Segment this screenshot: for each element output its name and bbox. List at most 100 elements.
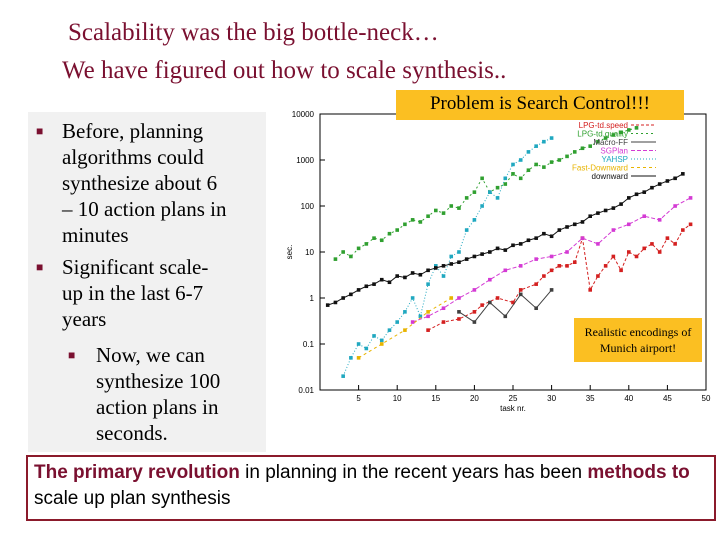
x-tick-label: 35 [586, 394, 595, 403]
data-point [379, 342, 384, 346]
data-point [341, 374, 345, 378]
x-tick-label: 15 [431, 394, 440, 403]
data-point [333, 257, 338, 261]
data-point [488, 300, 492, 305]
x-tick-label: 20 [470, 394, 479, 403]
data-point [673, 176, 677, 181]
bullet-line: action plans in [96, 395, 219, 419]
data-point [457, 317, 461, 321]
x-tick-label: 25 [509, 394, 518, 403]
data-point [542, 274, 546, 278]
data-point [341, 296, 345, 300]
planner-runtime-chart: 0.01 0.1 1 10 100 1000 10000 5 10 15 20 25 30 35 40 45 5… [285, 110, 711, 412]
series-line [342, 137, 552, 377]
data-point [534, 236, 538, 240]
x-axis-label: task nr. [500, 404, 526, 412]
data-point [472, 288, 477, 292]
data-point [650, 185, 654, 190]
data-point [364, 242, 369, 246]
y-tick-label: 100 [301, 202, 315, 211]
bullet-scaleup: Significant scale- up in the last 6-7 ye… [62, 254, 208, 332]
data-point [356, 288, 361, 292]
data-point [349, 356, 353, 360]
bullet-panel: ■ Before, planning algorithms could synt… [28, 112, 266, 452]
data-point [526, 168, 531, 173]
data-point [619, 130, 623, 135]
data-point [588, 288, 592, 292]
data-point [387, 280, 392, 285]
data-point [325, 303, 330, 307]
bullet-square-icon: ■ [36, 260, 44, 274]
data-point [534, 162, 538, 167]
data-point [611, 206, 616, 210]
x-tick-label: 10 [393, 394, 402, 403]
data-point [611, 228, 616, 232]
data-point [379, 238, 384, 243]
data-point [642, 246, 647, 251]
data-point [572, 222, 577, 227]
data-point [403, 328, 407, 332]
data-point [619, 202, 623, 206]
data-point [511, 243, 515, 248]
data-point [511, 172, 515, 176]
data-point [503, 314, 508, 319]
data-point [688, 222, 693, 227]
data-point [395, 274, 399, 278]
data-point [549, 268, 554, 273]
data-point [534, 306, 538, 311]
data-point [603, 208, 608, 213]
data-point [403, 222, 407, 227]
data-point [403, 310, 407, 314]
data-point [410, 296, 415, 300]
y-tick-label: 10 [305, 248, 314, 257]
x-tick-label: 40 [624, 394, 633, 403]
data-point [472, 190, 477, 194]
data-point [426, 328, 430, 332]
legend-entry: SGPlan [600, 147, 628, 156]
data-point [588, 144, 592, 148]
munich-callout-text: Realistic encodings of Munich airport! [584, 325, 692, 355]
summary-emphasis: The primary revolution [34, 462, 240, 483]
data-point [364, 284, 369, 289]
data-point [580, 236, 585, 240]
data-point [349, 254, 353, 259]
data-point [596, 242, 600, 246]
data-point [580, 220, 585, 224]
bullet-line: synthesize 100 [96, 369, 221, 393]
data-point [441, 211, 446, 215]
data-point [526, 238, 531, 243]
data-point [379, 277, 384, 282]
data-point [565, 250, 569, 254]
data-point [356, 356, 361, 360]
data-point [457, 206, 461, 210]
data-point [495, 196, 500, 200]
data-point [441, 306, 446, 311]
data-point [673, 204, 677, 208]
data-point [657, 218, 662, 222]
y-tick-label: 1 [310, 294, 315, 303]
data-point [457, 260, 461, 265]
y-tick-label: 1000 [296, 156, 314, 165]
data-point [441, 320, 446, 324]
data-point [681, 228, 685, 232]
data-point [673, 242, 677, 246]
data-point [603, 264, 608, 268]
data-point [379, 338, 384, 343]
data-point [557, 228, 562, 232]
data-point [572, 260, 577, 265]
x-tick-label: 50 [702, 394, 711, 403]
data-point [395, 320, 399, 324]
data-point [518, 176, 523, 181]
data-point [356, 342, 361, 346]
data-point [642, 214, 647, 219]
data-point [572, 150, 577, 154]
data-point [410, 320, 415, 324]
data-point [449, 254, 454, 259]
data-point [434, 208, 438, 213]
y-tick-label: 10000 [292, 110, 315, 119]
bullet-square-icon: ■ [36, 124, 44, 138]
data-point [503, 176, 508, 181]
slide-title-line1: Scalability was the big bottle-neck… [68, 19, 439, 46]
data-point [457, 310, 461, 314]
legend-entry: downward [592, 172, 628, 181]
